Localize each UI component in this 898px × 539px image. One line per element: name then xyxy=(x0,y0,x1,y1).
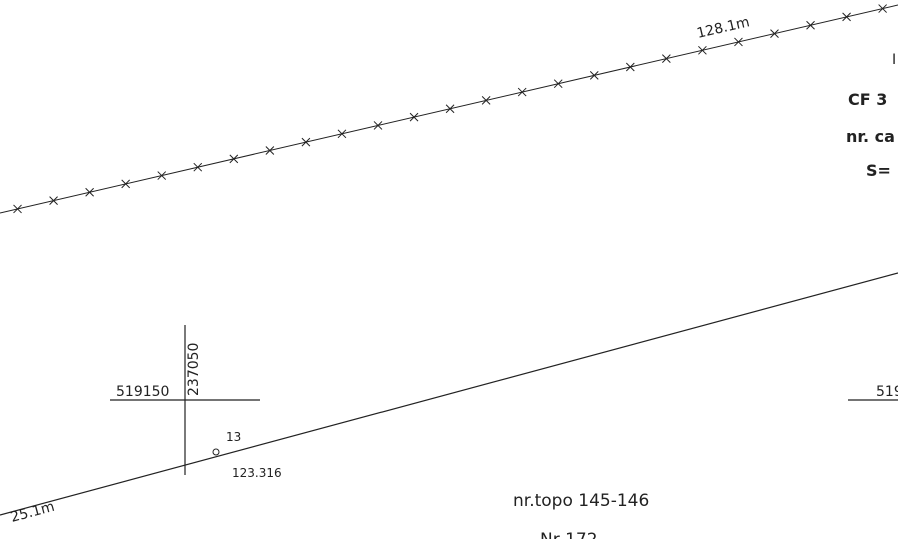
boundary-line xyxy=(0,272,898,516)
point-number: 13 xyxy=(226,430,241,444)
title-line: CF 3 xyxy=(848,90,887,109)
title-line: nr. ca xyxy=(846,127,895,146)
topo-label: nr.topo 145-146 xyxy=(513,491,649,511)
title-line: S= xyxy=(866,161,891,180)
fence-line xyxy=(0,4,898,214)
point-elevation: 123.316 xyxy=(232,466,282,480)
survey-point xyxy=(212,448,220,456)
fence-length: 128.1m xyxy=(695,14,751,42)
easting-label: 519150 xyxy=(116,384,169,400)
northing-label: 237050 xyxy=(186,343,202,396)
right-grid-label: 519 xyxy=(876,384,898,400)
bottom-label: Nr 172 xyxy=(540,530,598,539)
corner-label: I xyxy=(892,52,896,68)
boundary-length: 25.1m xyxy=(9,499,56,526)
